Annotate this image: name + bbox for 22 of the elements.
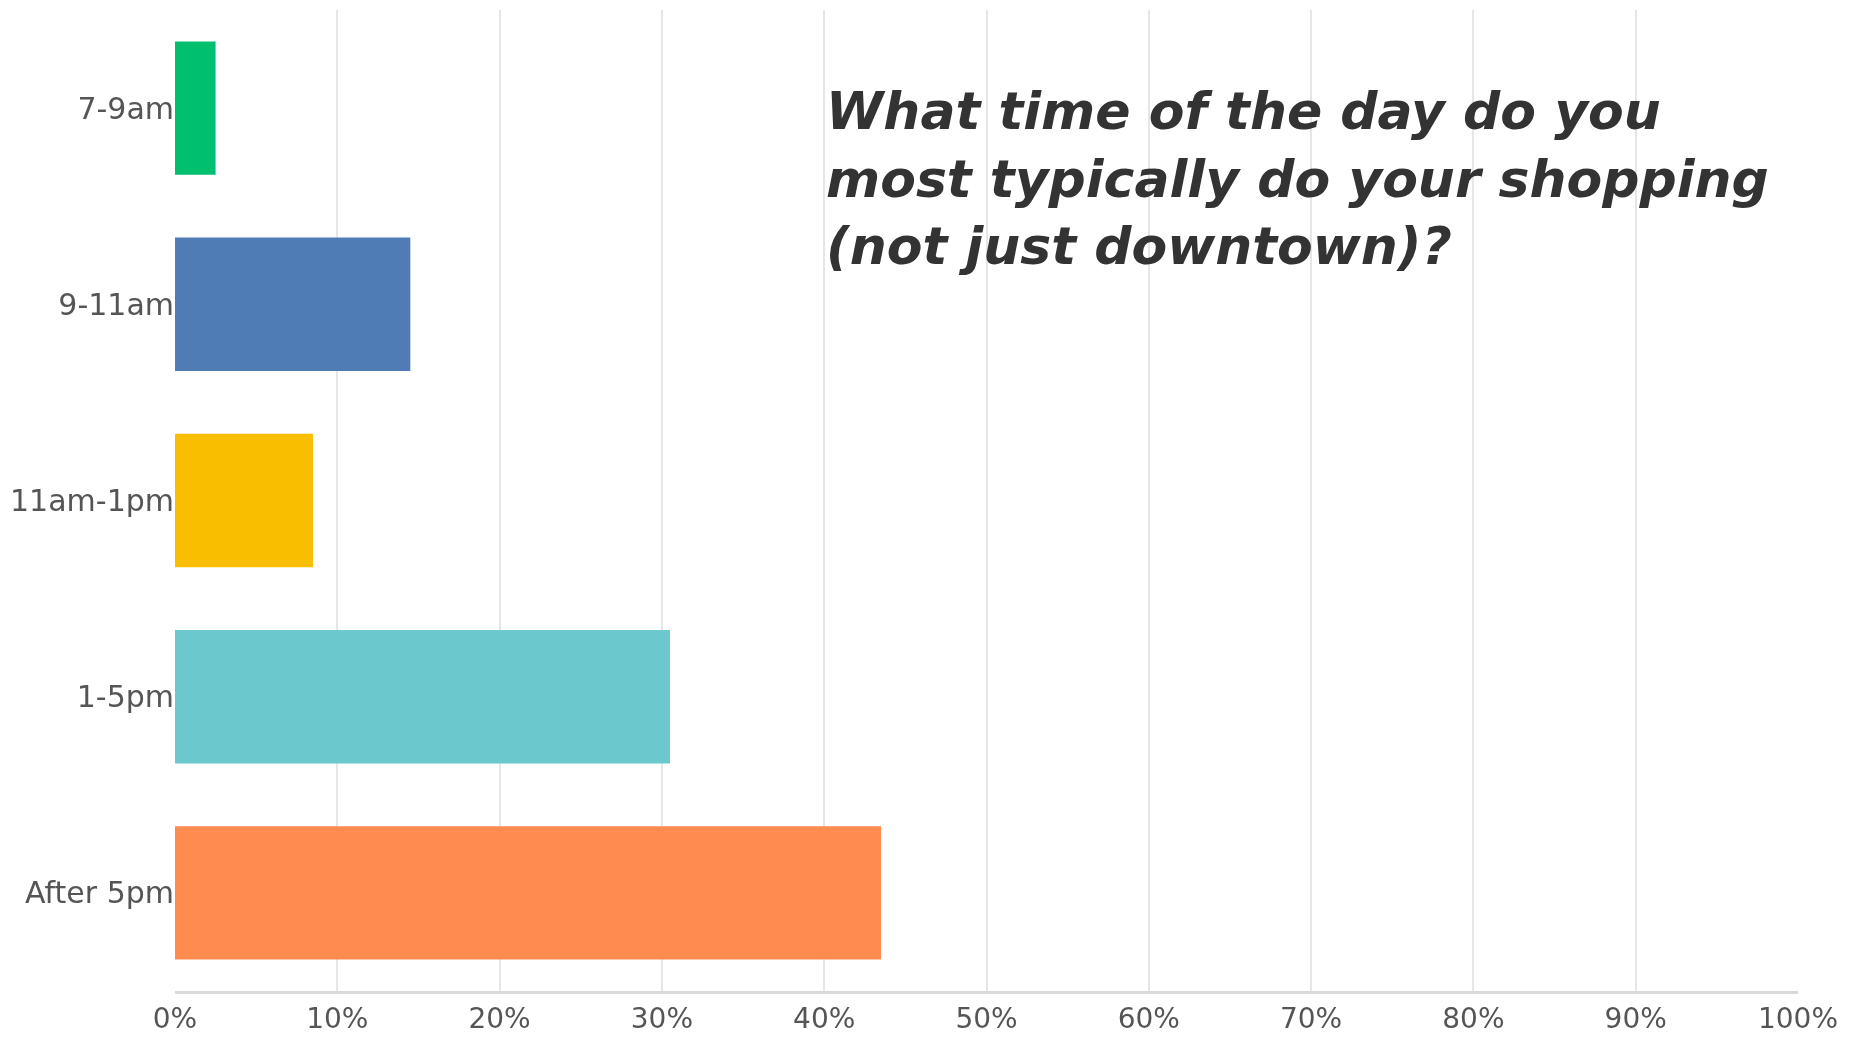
bar (175, 826, 882, 960)
x-tick-label: 80% (1442, 1001, 1505, 1035)
y-tick-label: 1-5pm (76, 679, 174, 715)
x-tick-label: 60% (1117, 1001, 1180, 1035)
y-tick-label: 9-11am (58, 286, 174, 322)
y-tick-label: 11am-1pm (10, 483, 174, 518)
bar (175, 433, 313, 568)
text: What time of the day do you most typically do your shopping (not just downtown)? (826, 81, 1769, 277)
x-tick-label: 70% (1279, 1001, 1343, 1035)
y-tick-label: After 5pm (25, 875, 174, 911)
x-tick-label: 40% (793, 1001, 856, 1035)
bar (175, 629, 671, 764)
x-tick-label: 100% (1757, 1001, 1839, 1035)
y-tick-label: 7-9am (77, 90, 174, 126)
x-tick-label: 30% (630, 1001, 694, 1035)
x-tick-label: 10% (306, 1001, 369, 1035)
x-tick-label: 20% (468, 1001, 531, 1035)
x-tick-label: 90% (1604, 1001, 1667, 1035)
x-tick-label: 50% (955, 1001, 1018, 1035)
bar (175, 41, 216, 175)
x-tick-label: 0% (152, 1001, 198, 1035)
bar (175, 237, 411, 372)
